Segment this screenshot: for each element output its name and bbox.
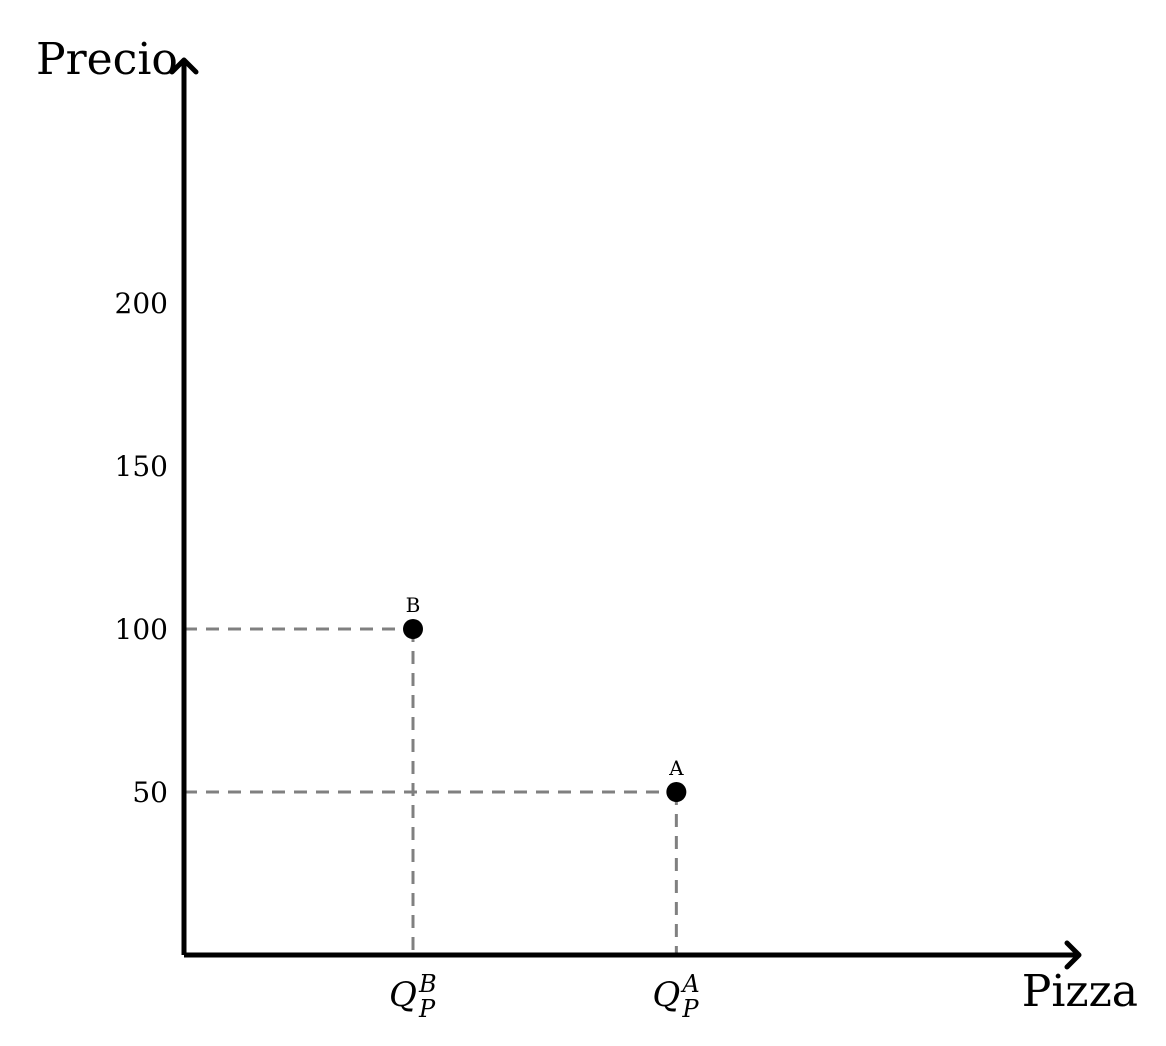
data-point: [403, 619, 423, 639]
data-point: [666, 782, 687, 802]
y-axis-title: Precio: [36, 34, 178, 85]
y-tick-label: 150: [115, 450, 168, 483]
y-tick-label: 100: [115, 613, 168, 646]
y-tick-labels: 50 100 150 200: [115, 287, 168, 809]
x-tick-label: Q: [389, 975, 417, 1015]
guide-lines: [184, 627, 678, 955]
axes: [169, 57, 1082, 970]
data-points: BA: [403, 593, 687, 802]
x-tick-superscript: A: [680, 970, 699, 998]
x-tick-subscript: P: [418, 995, 436, 1023]
y-axis-arrow: [169, 57, 199, 75]
x-tick-superscript: B: [418, 970, 437, 998]
x-axis-arrow: [1064, 940, 1082, 970]
point-label: B: [406, 593, 421, 617]
y-tick-label: 200: [115, 287, 168, 320]
x-tick-labels: Q BP Q AP: [389, 970, 700, 1023]
x-axis-title: Pizza: [1022, 966, 1138, 1017]
point-label: A: [668, 756, 684, 780]
y-tick-label: 50: [132, 776, 168, 809]
x-tick-label: Q: [652, 975, 680, 1015]
x-tick-subscript: P: [681, 995, 699, 1023]
